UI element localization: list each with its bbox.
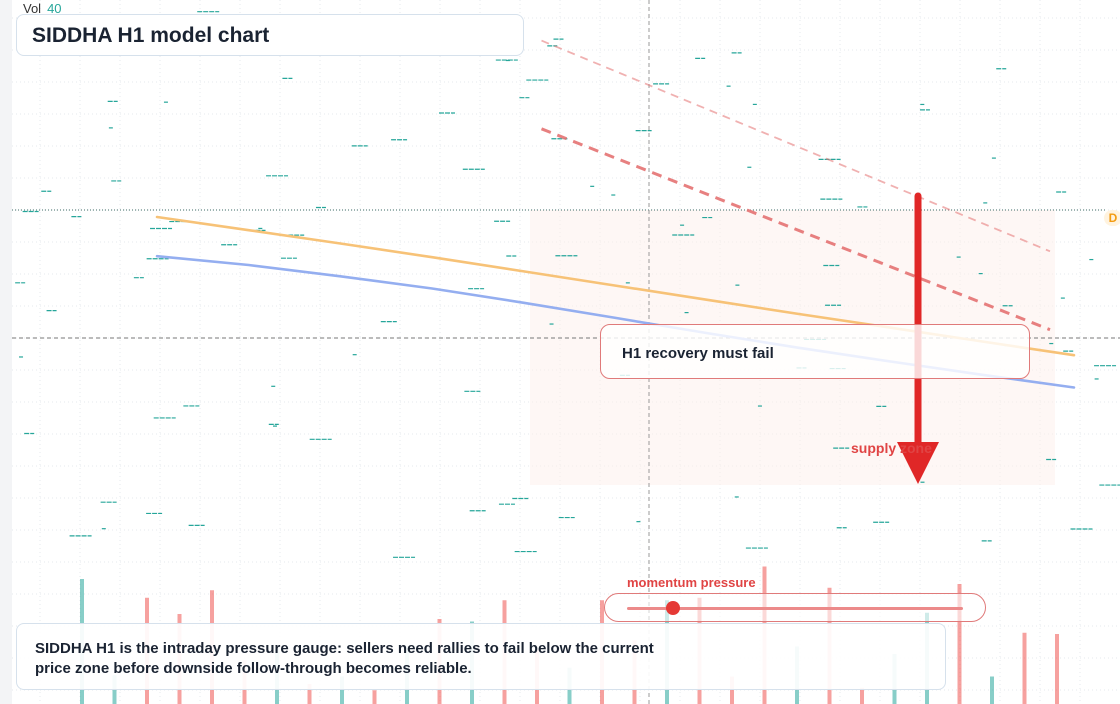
gauge-track xyxy=(627,607,963,610)
left-axis-strip xyxy=(0,0,12,704)
down-arrow xyxy=(897,192,939,484)
volume-label: Vol 40 xyxy=(23,1,62,16)
analysis-note-text: SIDDHA H1 is the intraday pressure gauge… xyxy=(35,640,654,677)
volume-bar xyxy=(307,684,312,704)
volume-bar xyxy=(340,676,344,704)
volume-bar xyxy=(990,676,994,704)
volume-bar xyxy=(730,676,734,704)
price-tag: D xyxy=(1104,210,1120,226)
volume-bar xyxy=(1055,634,1059,704)
down-arrow-head xyxy=(897,442,939,484)
resistance-line-1 xyxy=(540,127,1051,332)
volume-bar xyxy=(860,687,864,704)
recovery-callout: H1 recovery must fail xyxy=(600,324,1030,379)
momentum-pressure-gauge[interactable] xyxy=(604,593,986,622)
resistance-line-2 xyxy=(541,39,1051,253)
momentum-pressure-label: momentum pressure xyxy=(627,575,756,590)
supply-zone-label: supply zone xyxy=(851,440,932,456)
volume-value: 40 xyxy=(47,1,62,16)
chart-title: SIDDHA H1 model chart xyxy=(16,14,524,56)
volume-bar xyxy=(1022,632,1027,704)
analysis-note: SIDDHA H1 is the intraday pressure gauge… xyxy=(16,623,946,690)
gauge-knob[interactable] xyxy=(665,601,680,615)
volume-bar xyxy=(957,584,962,704)
volume-bar xyxy=(372,690,377,704)
